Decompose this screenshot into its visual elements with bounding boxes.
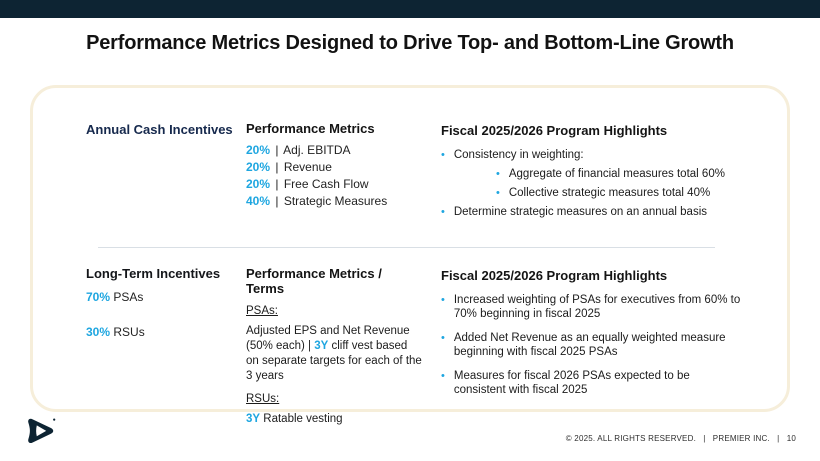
metric-row-adj-ebitda: 20% | Adj. EBITDA bbox=[246, 142, 387, 159]
allocation-name: PSAs bbox=[113, 290, 144, 304]
allocation-row-psas: 70% PSAs bbox=[86, 290, 220, 304]
metric-pct: 20% bbox=[246, 143, 271, 157]
annual-incentives-label: Annual Cash Incentives bbox=[86, 122, 233, 137]
psas-terms-post: cliff vest based on separate targets for… bbox=[246, 340, 422, 382]
psas-terms-pre: Adjusted EPS and Net Revenue (50% each) … bbox=[246, 325, 410, 352]
allocation-pct: 70% bbox=[86, 290, 111, 304]
psas-terms: Adjusted EPS and Net Revenue (50% each) … bbox=[246, 324, 422, 384]
metric-name: Revenue bbox=[283, 160, 332, 174]
bullet-icon: • bbox=[441, 332, 445, 344]
list-item: • Measures for fiscal 2026 PSAs expected… bbox=[441, 369, 741, 397]
annual-metrics-heading: Performance Metrics bbox=[246, 121, 375, 136]
premier-logo-icon bbox=[28, 418, 56, 444]
rsus-terms-post: Ratable vesting bbox=[260, 413, 343, 425]
annual-highlights-heading: Fiscal 2025/2026 Program Highlights bbox=[441, 123, 668, 138]
metric-name: Adj. EBITDA bbox=[283, 143, 351, 157]
bullet-text: Added Net Revenue as an equally weighted… bbox=[453, 332, 726, 358]
list-item: • Consistency in weighting: bbox=[441, 148, 746, 162]
bullet-text: Increased weighting of PSAs for executiv… bbox=[453, 294, 741, 320]
bullet-icon: • bbox=[441, 149, 445, 161]
metric-name: Free Cash Flow bbox=[283, 177, 369, 191]
metric-row-revenue: 20% | Revenue bbox=[246, 159, 387, 176]
annual-incentives-label-col: Annual Cash Incentives bbox=[86, 122, 233, 137]
metric-row-free-cash-flow: 20% | Free Cash Flow bbox=[246, 176, 387, 193]
bullet-text: Consistency in weighting: bbox=[453, 149, 584, 161]
allocation-name: RSUs bbox=[113, 325, 145, 339]
annual-metrics-col: Performance Metrics 20% | Adj. EBITDA 20… bbox=[246, 121, 387, 210]
incentives-card: Annual Cash Incentives Performance Metri… bbox=[30, 85, 790, 425]
metric-separator: | bbox=[275, 143, 279, 157]
bullet-icon: • bbox=[441, 294, 445, 306]
bullet-text: Aggregate of financial measures total 60… bbox=[508, 168, 725, 180]
list-item: • Determine strategic measures on an ann… bbox=[441, 205, 746, 219]
allocation-pct: 30% bbox=[86, 325, 111, 339]
section-divider bbox=[98, 247, 715, 248]
longterm-terms-heading: Performance Metrics / Terms bbox=[246, 266, 382, 296]
slide-title: Performance Metrics Designed to Drive To… bbox=[86, 32, 734, 54]
metric-separator: | bbox=[275, 160, 279, 174]
psas-label: PSAs: bbox=[246, 305, 278, 317]
rsus-terms-accent: 3Y bbox=[246, 413, 261, 425]
bullet-text: Determine strategic measures on an annua… bbox=[453, 206, 707, 218]
longterm-highlights-col: Fiscal 2025/2026 Program Highlights • In… bbox=[441, 268, 741, 407]
longterm-incentives-label: Long-Term Incentives bbox=[86, 266, 221, 281]
metric-pct: 20% bbox=[246, 177, 271, 191]
allocation-row-rsus: 30% RSUs bbox=[86, 325, 220, 339]
bullet-text: Measures for fiscal 2026 PSAs expected t… bbox=[453, 370, 690, 396]
rsus-terms: 3Y Ratable vesting bbox=[246, 412, 422, 427]
bullet-icon: • bbox=[441, 370, 445, 382]
metric-separator: | bbox=[275, 194, 279, 208]
metric-name: Strategic Measures bbox=[283, 194, 388, 208]
list-item: • Increased weighting of PSAs for execut… bbox=[441, 293, 741, 321]
metric-pct: 20% bbox=[246, 160, 271, 174]
bullet-text: Collective strategic measures total 40% bbox=[508, 187, 711, 199]
longterm-highlights-heading: Fiscal 2025/2026 Program Highlights bbox=[441, 268, 668, 283]
metric-pct: 40% bbox=[246, 194, 271, 208]
rsus-label: RSUs: bbox=[246, 393, 280, 405]
annual-highlights-list: • Consistency in weighting: • Aggregate … bbox=[441, 148, 746, 219]
list-item: • Collective strategic measures total 40… bbox=[496, 186, 746, 200]
top-accent-bar bbox=[0, 0, 820, 18]
bullet-icon: • bbox=[496, 168, 500, 180]
longterm-terms-col: Performance Metrics / Terms PSAs: Adjust… bbox=[246, 266, 422, 427]
bullet-icon: • bbox=[441, 206, 445, 218]
list-item: • Added Net Revenue as an equally weight… bbox=[441, 331, 741, 359]
annual-highlights-col: Fiscal 2025/2026 Program Highlights • Co… bbox=[441, 123, 746, 224]
footer-copyright: © 2025. ALL RIGHTS RESERVED. | PREMIER I… bbox=[565, 434, 796, 443]
list-item: • Aggregate of financial measures total … bbox=[496, 167, 746, 181]
bullet-icon: • bbox=[496, 187, 500, 199]
metric-row-strategic-measures: 40% | Strategic Measures bbox=[246, 193, 387, 210]
metric-separator: | bbox=[275, 177, 279, 191]
longterm-incentives-label-col: Long-Term Incentives 70% PSAs 30% RSUs bbox=[86, 266, 220, 339]
longterm-highlights-list: • Increased weighting of PSAs for execut… bbox=[441, 293, 741, 397]
psas-terms-accent: 3Y bbox=[314, 340, 329, 352]
